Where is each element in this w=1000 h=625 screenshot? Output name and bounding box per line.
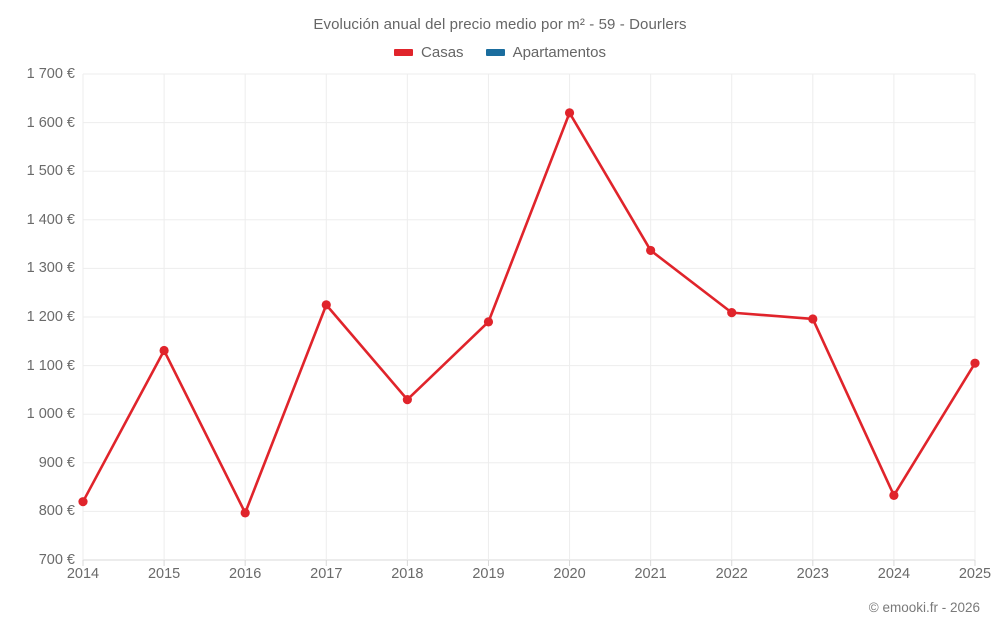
y-axis-tick-label: 800 € [38, 503, 75, 520]
x-axis-tick-label: 2019 [472, 566, 505, 582]
chart-title: Evolución anual del precio medio por m² … [313, 16, 687, 33]
y-axis-tick-label: 1 300 € [26, 260, 75, 277]
data-point-marker[interactable] [970, 358, 980, 368]
data-point-marker[interactable] [727, 308, 737, 318]
data-point-marker[interactable] [483, 317, 494, 327]
x-axis-tick-label: 2018 [391, 566, 424, 582]
x-axis-tick-label: 2023 [796, 566, 829, 582]
plot-area [78, 73, 980, 566]
legend-swatch-apartamentos [485, 49, 505, 56]
x-axis-tick-label: 2024 [877, 566, 911, 582]
data-point-marker[interactable] [321, 300, 331, 310]
data-point-marker[interactable] [159, 345, 169, 356]
legend-label-apartamentos: Apartamentos [512, 44, 606, 61]
x-axis-tick-label: 2015 [147, 566, 181, 582]
x-axis-tick-label: 2021 [634, 566, 667, 582]
data-point-marker[interactable] [564, 108, 575, 118]
data-point-marker[interactable] [646, 245, 656, 256]
y-axis-tick-label: 1 100 € [26, 357, 75, 374]
y-axis-tick-label: 1 500 € [26, 163, 75, 180]
data-point-marker[interactable] [78, 497, 88, 507]
y-axis-tick-label: 1 000 € [26, 406, 75, 423]
chart-credit: © emooki.fr - 2026 [868, 600, 980, 615]
y-axis-tick-label: 1 200 € [26, 309, 75, 325]
chart-legend: Casas Apartamentos [0, 44, 1000, 61]
legend-label-casas: Casas [421, 44, 464, 61]
legend-swatch-casas [394, 49, 414, 56]
data-point-marker[interactable] [889, 490, 899, 500]
x-axis-tick-label: 2017 [310, 566, 343, 582]
series-line [81, 111, 977, 515]
y-axis-tick-label: 1 400 € [26, 211, 75, 228]
y-axis-tick-label: 700 € [38, 552, 75, 568]
x-axis-tick-label: 2016 [229, 566, 262, 582]
x-axis-tick-label: 2025 [958, 566, 992, 582]
y-axis-tick-label: 1 600 € [26, 114, 75, 131]
x-axis-tick-label: 2020 [553, 566, 586, 582]
plot-svg [78, 73, 980, 566]
legend-item-casas[interactable]: Casas [394, 44, 464, 61]
data-point-marker[interactable] [240, 508, 250, 518]
y-axis-labels: 700 € 800 € 900 € 1 000 € 1 100 € 1 200 € 1 30… [0, 0, 75, 625]
y-axis-tick-label: 900 € [38, 454, 75, 471]
y-axis-tick-label: 1 700 € [26, 66, 75, 82]
data-point-marker[interactable] [808, 314, 818, 324]
x-axis-tick-label: 2014 [66, 566, 100, 582]
data-point-marker[interactable] [402, 395, 412, 405]
x-axis-tick-label: 2022 [715, 566, 748, 582]
legend-item-apartamentos[interactable]: Apartamentos [485, 44, 606, 61]
